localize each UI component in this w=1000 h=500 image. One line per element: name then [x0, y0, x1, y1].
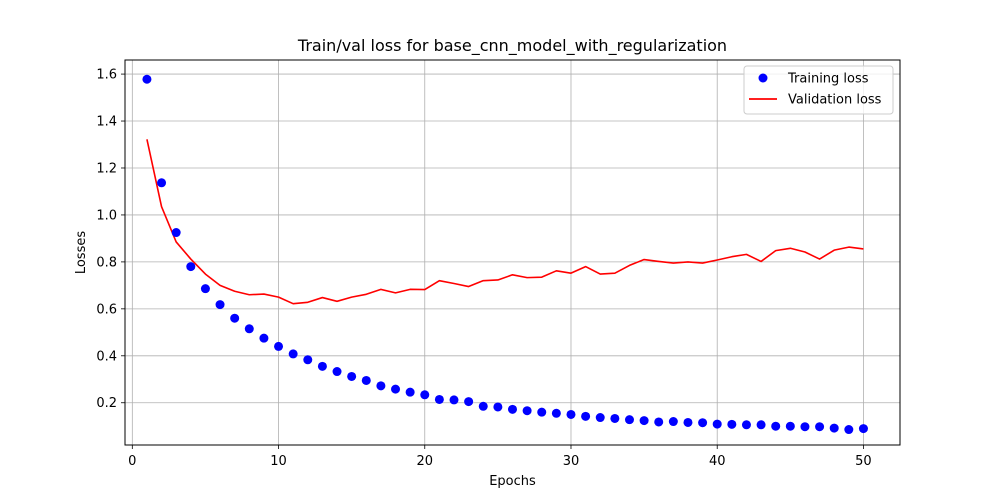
training-loss-point — [858, 424, 868, 434]
training-loss-point — [288, 349, 298, 359]
y-tick-label: 0.6 — [96, 302, 117, 317]
plot-frame — [124, 59, 901, 446]
legend-dot-marker — [758, 73, 768, 83]
training-loss-point — [347, 371, 357, 381]
training-loss-point — [566, 409, 576, 419]
training-loss-point — [332, 367, 342, 377]
grid-lines — [125, 60, 900, 445]
legend: Training loss Validation loss — [743, 65, 894, 115]
y-tick-label: 1.2 — [96, 161, 117, 176]
training-loss-point — [551, 408, 561, 418]
training-loss-point — [785, 421, 795, 431]
training-loss-point — [624, 415, 634, 425]
training-loss-point — [683, 417, 693, 427]
training-loss-point — [259, 333, 269, 343]
training-loss-point — [464, 397, 474, 407]
x-axis-label: Epochs — [489, 474, 536, 489]
training-loss-point — [493, 402, 503, 412]
y-tick-label: 0.8 — [96, 255, 117, 270]
training-loss-point — [215, 300, 225, 310]
x-tick-label: 0 — [128, 454, 136, 469]
training-loss-point — [508, 404, 517, 414]
y-tick-label: 1.4 — [96, 115, 117, 130]
y-axis-ticks: 0.2 0.4 0.6 0.8 1.0 1.2 1.4 1.6 — [96, 68, 125, 411]
training-loss-point — [434, 394, 444, 404]
training-loss-point — [756, 420, 766, 430]
legend-box — [743, 65, 894, 115]
training-loss-point — [157, 178, 167, 188]
training-loss-point — [420, 390, 430, 400]
training-loss-point — [595, 413, 605, 423]
training-loss-point — [771, 421, 781, 431]
training-loss-point — [274, 341, 284, 351]
training-loss-point — [668, 417, 678, 427]
training-loss-point — [712, 419, 722, 429]
training-loss-point — [581, 411, 591, 421]
x-tick-label: 50 — [855, 454, 872, 469]
y-axis-label: Losses — [74, 231, 89, 275]
x-tick-label: 10 — [270, 454, 287, 469]
training-loss-point — [244, 324, 254, 334]
training-loss-point — [361, 375, 371, 385]
training-loss-point — [537, 407, 547, 417]
training-loss-point — [317, 361, 327, 371]
y-tick-label: 1.6 — [96, 68, 117, 83]
training-loss-point — [639, 416, 649, 426]
validation-loss-line — [146, 139, 864, 305]
x-axis-ticks: 0 10 20 30 40 50 — [128, 445, 872, 469]
x-tick-label: 30 — [563, 454, 580, 469]
training-loss-point — [449, 395, 459, 405]
training-loss-point — [376, 381, 386, 391]
training-loss-point — [610, 413, 620, 423]
validation-loss-series — [146, 139, 864, 305]
training-loss-point — [741, 420, 751, 430]
legend-entry-label: Training loss — [787, 72, 869, 87]
training-loss-point — [391, 384, 401, 394]
training-loss-point — [230, 313, 240, 323]
training-loss-point — [478, 401, 488, 411]
training-loss-point — [844, 425, 854, 435]
training-loss-point — [522, 406, 532, 416]
chart-title: Train/val loss for base_cnn_model_with_r… — [297, 36, 727, 56]
y-tick-label: 0.4 — [96, 349, 117, 364]
training-loss-point — [815, 422, 825, 432]
training-loss-point — [829, 423, 839, 433]
training-loss-point — [405, 387, 415, 397]
training-loss-series — [142, 74, 868, 435]
y-tick-label: 0.2 — [96, 396, 117, 411]
training-loss-point — [800, 422, 810, 432]
training-loss-point — [200, 284, 210, 294]
x-tick-label: 40 — [709, 454, 726, 469]
legend-entry-label: Validation loss — [788, 93, 882, 108]
y-tick-label: 1.0 — [96, 208, 117, 223]
training-loss-point — [698, 418, 708, 428]
training-loss-point — [654, 417, 664, 427]
training-loss-point — [303, 355, 313, 365]
training-loss-point — [186, 262, 196, 272]
training-loss-point — [171, 228, 181, 238]
training-loss-point — [142, 74, 152, 84]
training-loss-point — [727, 419, 737, 429]
x-tick-label: 20 — [416, 454, 433, 469]
